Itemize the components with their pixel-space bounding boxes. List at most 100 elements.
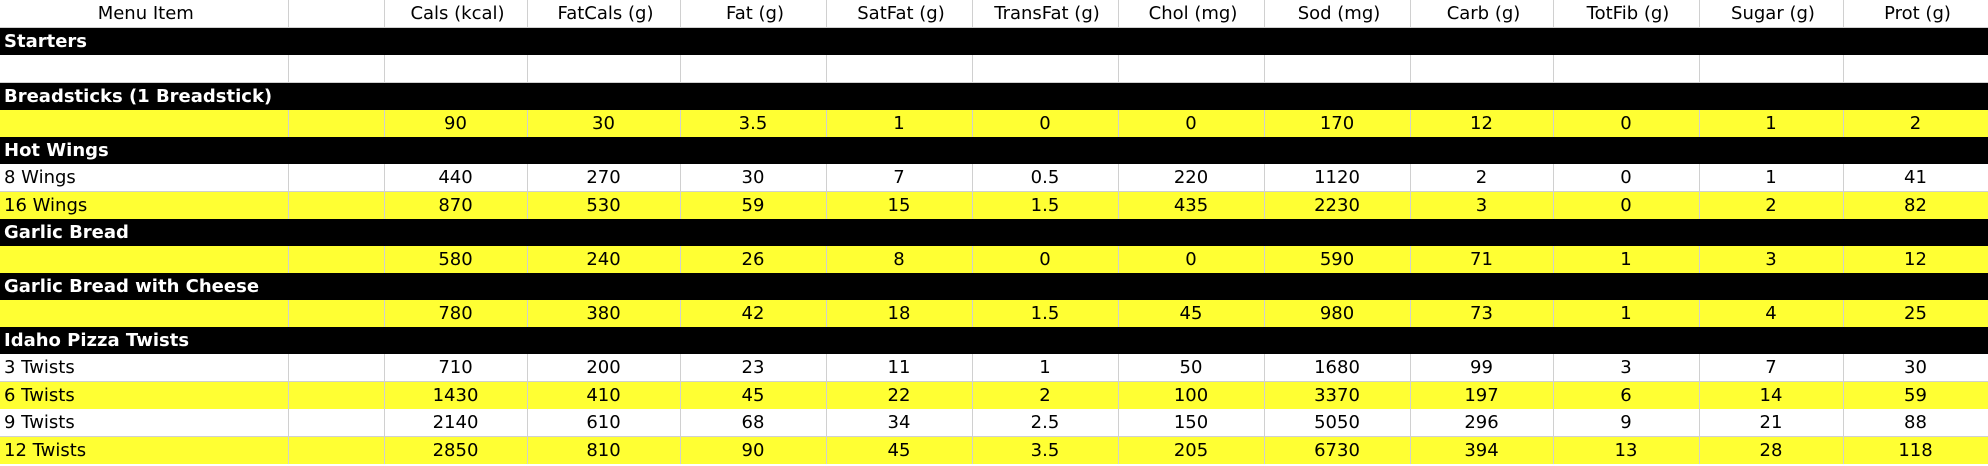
nutrition-value-cell: 99 xyxy=(1410,354,1554,382)
nutrition-value-cell: 1680 xyxy=(1264,354,1411,382)
nutrition-value-cell: 42 xyxy=(680,300,827,327)
section-header-row: Idaho Pizza Twists xyxy=(0,327,1988,354)
blank-cell xyxy=(288,300,385,327)
nutrition-value-cell: 59 xyxy=(1843,381,1988,409)
section-header-row: Hot Wings xyxy=(0,137,1988,164)
column-header-total-fiber: TotFib (g) xyxy=(1553,0,1700,28)
blank-cell xyxy=(288,191,385,219)
nutrition-value-cell: 590 xyxy=(1264,246,1411,273)
column-header-saturated-fat: SatFat (g) xyxy=(826,0,973,28)
nutrition-value-cell: 710 xyxy=(384,354,528,382)
nutrition-value-cell: 394 xyxy=(1410,436,1554,464)
section-title: Hot Wings xyxy=(0,137,1988,164)
empty-cell xyxy=(527,55,681,83)
table-row: 12 Twists 2850 810 90 45 3.5 205 6730 394 13 28 118 xyxy=(0,436,1988,464)
nutrition-value-cell: 6730 xyxy=(1264,436,1411,464)
table-row: 6 Twists 1430 410 45 22 2 100 3370 197 6 14 59 xyxy=(0,381,1988,409)
nutrition-value-cell: 6 xyxy=(1553,381,1700,409)
column-header-fat: Fat (g) xyxy=(680,0,827,28)
nutrition-value-cell: 59 xyxy=(680,191,827,219)
nutrition-value-cell: 530 xyxy=(527,191,681,219)
menu-item-name: 9 Twists xyxy=(0,409,289,437)
nutrition-value-cell: 41 xyxy=(1843,164,1988,192)
table-row: 780 380 42 18 1.5 45 980 73 1 4 25 xyxy=(0,300,1988,327)
nutrition-value-cell: 9 xyxy=(1553,409,1700,437)
nutrition-value-cell: 4 xyxy=(1699,300,1844,327)
nutrition-value-cell: 88 xyxy=(1843,409,1988,437)
empty-cell xyxy=(288,55,385,83)
empty-cell xyxy=(1410,55,1554,83)
nutrition-value-cell: 380 xyxy=(527,300,681,327)
nutrition-value-cell: 0 xyxy=(1118,110,1265,137)
table-body: Starters Breadsticks (1 Breadstick) 90 30 3.… xyxy=(0,27,1988,464)
nutrition-value-cell: 2 xyxy=(1699,191,1844,219)
table-row: 580 240 26 8 0 0 590 71 1 3 12 xyxy=(0,246,1988,273)
nutrition-value-cell: 200 xyxy=(527,354,681,382)
column-header-cholesterol: Chol (mg) xyxy=(1118,0,1265,28)
nutrition-value-cell: 50 xyxy=(1118,354,1265,382)
empty-cell xyxy=(1118,55,1265,83)
table-row: 3 Twists 710 200 23 11 1 50 1680 99 3 7 30 xyxy=(0,354,1988,382)
nutrition-value-cell: 8 xyxy=(826,246,973,273)
nutrition-value-cell: 12 xyxy=(1843,246,1988,273)
nutrition-value-cell: 3 xyxy=(1699,246,1844,273)
nutrition-value-cell: 410 xyxy=(527,381,681,409)
empty-cell xyxy=(1553,55,1700,83)
blank-cell xyxy=(288,409,385,437)
nutrition-value-cell: 0 xyxy=(1553,110,1700,137)
section-title: Garlic Bread xyxy=(0,219,1988,246)
empty-cell xyxy=(972,55,1119,83)
menu-item-name: 16 Wings xyxy=(0,191,289,219)
blank-cell xyxy=(288,354,385,382)
nutrition-value-cell: 30 xyxy=(1843,354,1988,382)
table-header: Menu Item Cals (kcal) FatCals (g) Fat (g… xyxy=(0,0,1988,28)
nutrition-value-cell: 2 xyxy=(1843,110,1988,137)
column-header-protein: Prot (g) xyxy=(1843,0,1988,28)
nutrition-value-cell: 26 xyxy=(680,246,827,273)
nutrition-value-cell: 3370 xyxy=(1264,381,1411,409)
empty-cell xyxy=(0,55,289,83)
nutrition-value-cell: 30 xyxy=(680,164,827,192)
menu-item-name: 12 Twists xyxy=(0,436,289,464)
nutrition-value-cell: 3.5 xyxy=(972,436,1119,464)
nutrition-value-cell: 1 xyxy=(1699,164,1844,192)
table-row: 90 30 3.5 1 0 0 170 12 0 1 2 xyxy=(0,110,1988,137)
nutrition-value-cell: 197 xyxy=(1410,381,1554,409)
menu-item-name xyxy=(0,300,289,327)
nutrition-value-cell: 82 xyxy=(1843,191,1988,219)
nutrition-value-cell: 90 xyxy=(680,436,827,464)
nutrition-value-cell: 21 xyxy=(1699,409,1844,437)
nutrition-value-cell: 14 xyxy=(1699,381,1844,409)
blank-cell xyxy=(288,164,385,192)
nutrition-value-cell: 780 xyxy=(384,300,528,327)
empty-cell xyxy=(680,55,827,83)
table-row: 9 Twists 2140 610 68 34 2.5 150 5050 296 9 21 88 xyxy=(0,409,1988,437)
nutrition-value-cell: 45 xyxy=(1118,300,1265,327)
nutrition-value-cell: 118 xyxy=(1843,436,1988,464)
nutrition-value-cell: 220 xyxy=(1118,164,1265,192)
section-title: Garlic Bread with Cheese xyxy=(0,273,1988,300)
header-row: Menu Item Cals (kcal) FatCals (g) Fat (g… xyxy=(0,0,1988,28)
nutrition-value-cell: 610 xyxy=(527,409,681,437)
nutrition-value-cell: 2140 xyxy=(384,409,528,437)
nutrition-value-cell: 71 xyxy=(1410,246,1554,273)
nutrition-value-cell: 270 xyxy=(527,164,681,192)
nutrition-value-cell: 1 xyxy=(826,110,973,137)
nutrition-value-cell: 2 xyxy=(972,381,1119,409)
nutrition-value-cell: 100 xyxy=(1118,381,1265,409)
nutrition-value-cell: 2.5 xyxy=(972,409,1119,437)
section-title: Idaho Pizza Twists xyxy=(0,327,1988,354)
menu-item-name: 3 Twists xyxy=(0,354,289,382)
nutrition-value-cell: 0 xyxy=(1553,191,1700,219)
section-header-row: Garlic Bread with Cheese xyxy=(0,273,1988,300)
nutrition-value-cell: 870 xyxy=(384,191,528,219)
nutrition-value-cell: 45 xyxy=(826,436,973,464)
nutrition-value-cell: 11 xyxy=(826,354,973,382)
nutrition-value-cell: 45 xyxy=(680,381,827,409)
nutrition-value-cell: 13 xyxy=(1553,436,1700,464)
column-header-sugar: Sugar (g) xyxy=(1699,0,1844,28)
nutrition-value-cell: 22 xyxy=(826,381,973,409)
nutrition-value-cell: 3.5 xyxy=(680,110,827,137)
nutrition-value-cell: 18 xyxy=(826,300,973,327)
nutrition-value-cell: 580 xyxy=(384,246,528,273)
